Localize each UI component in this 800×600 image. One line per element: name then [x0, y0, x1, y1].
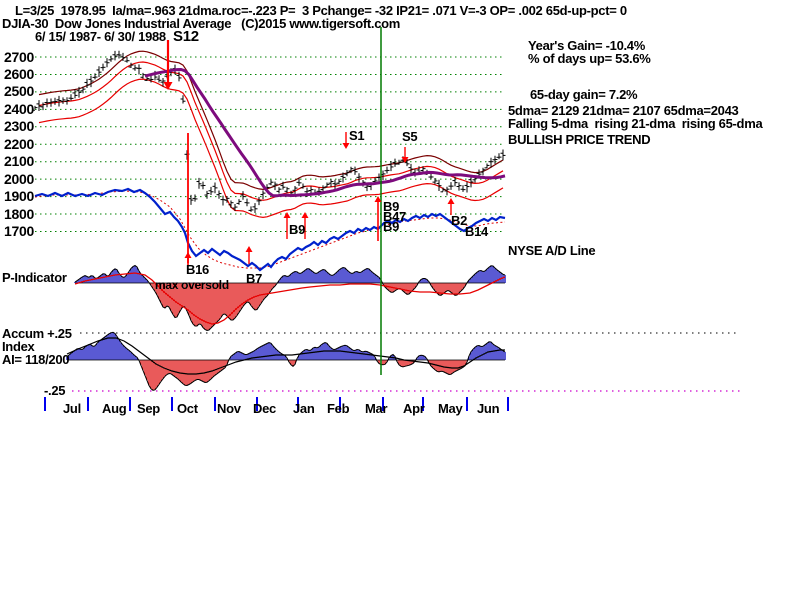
price-trend-label: BULLISH PRICE TREND	[508, 132, 651, 147]
ma-band-lines	[38, 50, 504, 219]
accum-ai-label: AI= 118/200	[2, 352, 70, 367]
days-up-label: % of days up= 53.6%	[528, 51, 651, 66]
signal-label: S1	[349, 128, 365, 143]
accum-ma	[66, 337, 505, 375]
signal-label: B14	[465, 224, 488, 239]
month-label: Oct	[177, 401, 198, 416]
accum-index-label: Index	[2, 339, 35, 354]
y-axis-tick-label: 2600	[4, 65, 34, 82]
signal-label: B47	[383, 209, 406, 224]
p-indicator-label: P-Indicator	[2, 270, 67, 285]
signal-label: max oversold	[155, 278, 229, 292]
signal-arrows	[163, 40, 455, 266]
ad-line	[34, 187, 506, 272]
price-gridlines	[35, 56, 505, 232]
65dma-line	[144, 67, 506, 198]
accum-minus25-label: -.25	[44, 383, 66, 398]
month-label: Mar	[365, 401, 388, 416]
signal-label: B9	[383, 219, 400, 234]
month-label: Jan	[293, 401, 315, 416]
signal-label: B9	[383, 199, 400, 214]
signal-label: B9	[289, 222, 306, 237]
month-axis	[44, 397, 509, 411]
y-axis-tick-label: 2300	[4, 118, 34, 135]
y-axis-tick-label: 1700	[4, 223, 34, 239]
signal-label: B2	[451, 213, 468, 228]
y-axis-tick-label: 2700	[4, 48, 34, 65]
gain-65d-label: 65-day gain= 7.2%	[530, 87, 638, 102]
accum-reference-lines	[72, 332, 740, 392]
years-gain-label: Year's Gain= -10.4%	[528, 38, 645, 53]
accum-plus25-label: Accum +.25	[2, 326, 72, 341]
dma-values-label: 5dma= 2129 21dma= 2107 65dma=2043	[508, 103, 739, 118]
signal-label: B16	[186, 262, 209, 277]
accum-histogram	[66, 331, 506, 391]
stat-line: L=3/25 1978.95 Ia/ma=.963 21dma.roc=-.22…	[15, 3, 627, 18]
month-label: Nov	[217, 401, 241, 416]
chart-title: DJIA-30 Dow Jones Industrial Average (C)…	[2, 16, 401, 31]
y-axis-tick-label: 2500	[4, 83, 34, 100]
month-label: May	[438, 401, 463, 416]
month-label: Feb	[327, 401, 350, 416]
month-label: Dec	[253, 401, 276, 416]
month-label: Apr	[403, 401, 425, 416]
month-label: Sep	[137, 401, 160, 416]
date-range: 6/ 15/ 1987- 6/ 30/ 1988	[35, 29, 166, 44]
y-axis-tick-label: 2000	[4, 170, 34, 187]
signal-label: S12	[173, 28, 199, 45]
y-axis-tick-label: 2100	[4, 153, 34, 170]
y-axis-tick-label: 2400	[4, 100, 34, 117]
p-indicator-ma	[74, 272, 506, 325]
p-indicator-histogram	[74, 264, 506, 332]
signal-label: B7	[246, 271, 263, 286]
dma-trend-label: Falling 5-dma rising 21-dma rising 65-dm…	[508, 116, 763, 131]
y-axis-tick-label: 1800	[4, 205, 34, 222]
signal-label: S5	[402, 129, 418, 144]
month-label: Jun	[477, 401, 500, 416]
y-axis-tick-label: 2200	[4, 135, 34, 152]
ad-line-label: NYSE A/D Line	[508, 243, 596, 258]
y-axis-tick-label: 1900	[4, 188, 34, 205]
month-label: Jul	[63, 401, 81, 416]
ad-ma-line	[34, 190, 506, 269]
month-label: Aug	[102, 401, 127, 416]
